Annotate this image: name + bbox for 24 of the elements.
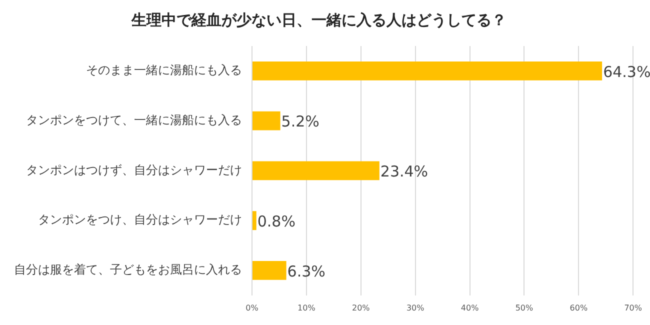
data-label: 64.3% (603, 62, 650, 81)
y-tick-label: タンポンをつけ、自分はシャワーだけ (38, 212, 242, 227)
bar (252, 260, 286, 280)
x-tick-label: 70% (624, 303, 642, 312)
y-tick-label: タンポンはつけず、自分はシャワーだけ (26, 162, 242, 177)
x-tick-label: 60% (570, 303, 588, 312)
data-label: 23.4% (380, 162, 428, 181)
data-label: 0.8% (257, 212, 296, 230)
bar (252, 161, 380, 180)
data-label: 6.3% (287, 262, 326, 280)
x-tick-label: 50% (515, 303, 534, 312)
x-tick-label: 10% (298, 303, 316, 312)
y-tick-label: タンポンをつけて、一緒に湯船にも入る (26, 112, 242, 127)
chart-title: 生理中で経血が少ない日、一緒に入る人はどうしてる？ (130, 10, 506, 29)
x-tick-label: 0% (246, 303, 259, 312)
x-tick-label: 40% (460, 303, 480, 312)
x-tick-label: 20% (352, 303, 370, 312)
y-tick-label: そのまま一緒に湯船にも入る (86, 63, 242, 78)
data-label: 5.2% (281, 112, 320, 131)
x-tick-label: 30% (406, 303, 425, 312)
bar (252, 211, 256, 230)
bar (252, 111, 280, 130)
bar (252, 61, 602, 80)
y-tick-label: 自分は服を着て、子どもをお風呂に入れる (14, 262, 242, 277)
